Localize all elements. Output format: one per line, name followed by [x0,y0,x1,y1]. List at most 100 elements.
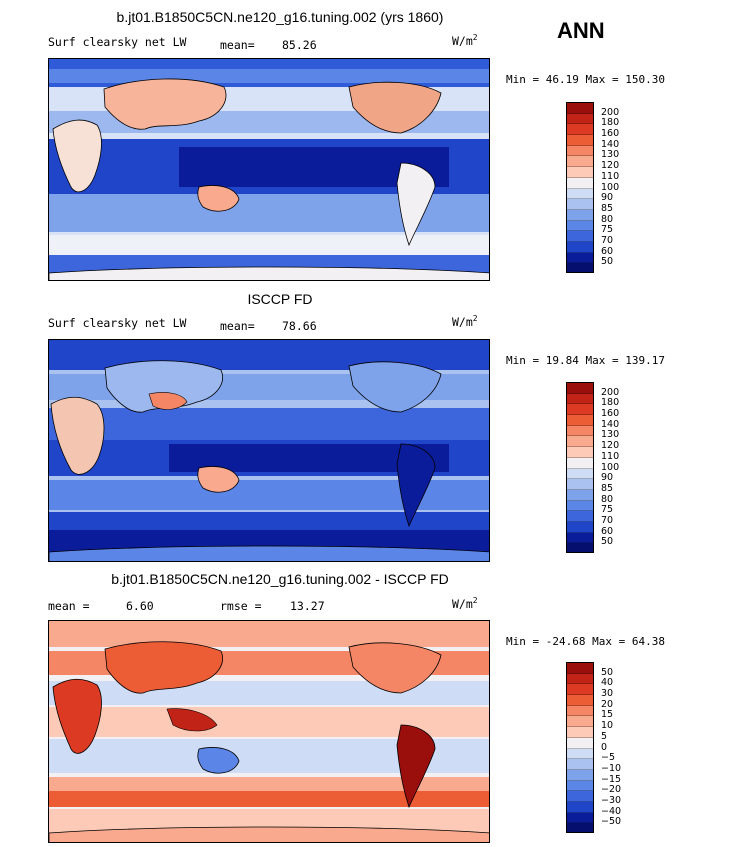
panel3-colorbar-tick-label: 0 [601,741,608,753]
panel3-mean-label: mean = [48,599,90,613]
panel2-variable-label: Surf clearsky net LW [48,316,187,330]
panel1-map [48,58,490,281]
panel2-mean-value: 78.66 [282,319,317,333]
panel1-colorbar-tick-label: 70 [601,234,614,246]
panel2-units: W/m2 [452,314,478,329]
panel3-colorbar-tick-label: 40 [601,677,614,689]
panel2-antarctica [49,545,489,561]
panel2-colorbar-tick-label: 140 [601,418,620,430]
panel3-colorbar-box [567,705,593,717]
panel1-colorbar-box [567,103,593,114]
panel1-colorbar-box [567,241,593,253]
panel1-colorbar-box [567,188,593,200]
panel2-mean-label: mean= [220,319,255,333]
panel3-rmse-label: rmse = [220,599,262,613]
panel1-units: W/m2 [452,33,478,48]
panel1-colorbar-box [567,156,593,168]
panel3-colorbar-box [567,663,593,674]
panel3-colorbar-box [567,673,593,685]
panel1-colorbar-tick-label: 120 [601,160,620,172]
panel2-colorbar-box [567,383,593,394]
panel1-colorbar-tick-label: 50 [601,256,614,268]
panel1-africa [52,119,102,193]
panel2-colorbar-tick-label: 120 [601,440,620,452]
panel3-colorbar-box [567,780,593,792]
panel3-colorbar-tick-label: 50 [601,666,614,678]
panel2-colorbar-tick-label: 70 [601,514,614,526]
panel2-colorbar-box [567,489,593,501]
panel3-colorbar-box [567,727,593,738]
panel1-colorbar-box [567,231,593,242]
panel3-colorbar-ticks: 50 40 30 20 15 10 5 0 −5 −10 −15 −20 −30 −40 −50 [601,662,641,833]
panel3-colorbar-boxes [567,663,593,832]
panel1-north-america [348,81,442,134]
panel1-colorbar-tick-label: 85 [601,202,614,214]
panel2-colorbar-tick-label: 130 [601,429,620,441]
panel1-colorbar-box [567,263,593,272]
panel3-mean-value: 6.60 [126,599,154,613]
panel3-nh-subtropics [49,681,489,705]
panel1-colorbar-box [567,209,593,221]
panel1-colorbar-box [567,135,593,146]
panel3-colorbar-tick-label: −50 [601,816,622,828]
panel3-colorbar-box [567,791,593,802]
panel2-colorbar-tick-label: 100 [601,461,620,473]
panel3-colorbar-tick-label: 5 [601,730,608,742]
panel2-colorbar-tick-label: 110 [601,450,620,462]
panel2-arabia-sahara [148,392,188,410]
panel1-colorbar-box [567,124,593,136]
panel3-australia [197,747,240,774]
panel1-colorbar-box [567,199,593,210]
panel1-colorbar-tick-label: 75 [601,224,614,236]
panel1-colorbar-box [567,220,593,232]
panel3-colorbar-tick-label: 30 [601,688,614,700]
panel1-colorbar-tick-label: 160 [601,128,620,140]
panel2-colorbar-tick-label: 80 [601,493,614,505]
panel3-colorbar-box [567,801,593,813]
panel1-colorbar-tick-label: 90 [601,192,614,204]
panel2-colorbar-box [567,436,593,448]
panel3-colorbar-tick-label: −15 [601,773,622,785]
panel2-map-svg [49,340,489,561]
panel3-north-america [348,642,442,694]
panel1-colorbar-tick-label: 130 [601,149,620,161]
panel3-min-max: Min = -24.68 Max = 64.38 [506,635,665,648]
panel2-colorbar-tick-label: 60 [601,525,614,537]
panel3-colorbar-tick-label: −20 [601,784,622,796]
panel2-north-america [348,361,442,413]
panel1-colorbar-tick-label: 200 [601,106,620,118]
panel3-africa [52,678,102,754]
panel1-south-america [396,162,436,247]
panel2-colorbar-box [567,500,593,512]
panel3-colorbar-box [567,769,593,781]
panel3-south-america [396,724,436,809]
panel3-rmse-value: 13.27 [290,599,325,613]
panel3-colorbar-box [567,812,593,824]
panel2-colorbar-box [567,457,593,469]
panel1-subarctic-band [49,69,489,83]
panel1-colorbar-tick-label: 100 [601,181,620,193]
panel1-colorbar-ticks: 200 180 160 140 130 120 110 100 90 85 80 75 70 60 50 [601,102,641,273]
panel3-southern-ocean [49,791,489,807]
panel1-colorbar-box [567,145,593,157]
panel2-sh-midlat [49,512,489,530]
panel1-colorbar-tick-label: 140 [601,138,620,150]
panel2-colorbar-tick-label: 85 [601,482,614,494]
panel2-colorbar-tick-label: 180 [601,397,620,409]
panel3-units: W/m2 [452,596,478,611]
panel2-nh-subtropics [49,408,489,442]
panel3-colorbar-box [567,737,593,749]
panel1-antarctica [49,266,489,280]
panel2-colorbar-box [567,404,593,416]
panel2-colorbar-box [567,521,593,533]
panel2-south-america [396,443,436,528]
panel2-colorbar-box [567,447,593,458]
panel2-africa [50,396,105,475]
panel3-colorbar [566,662,594,833]
panel1-colorbar-box [567,167,593,178]
panel3-colorbar-box [567,716,593,728]
panel2-colorbar-box [567,543,593,552]
panel3-colorbar-tick-label: 10 [601,720,614,732]
panel3-antarctica [49,826,489,842]
